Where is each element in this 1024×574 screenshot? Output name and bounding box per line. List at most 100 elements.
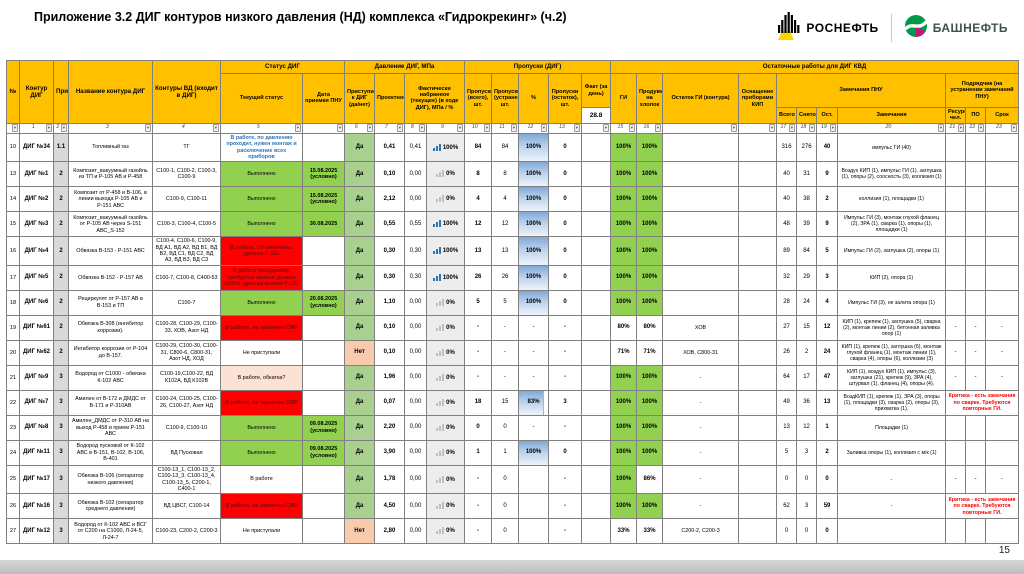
filter-dropdown-icon[interactable]: ▾	[977, 124, 985, 133]
cell-priority: 2	[53, 186, 69, 213]
cell-leaks-fixed: 26	[491, 264, 520, 291]
cell-leaks-left: 0	[548, 211, 583, 238]
table-row: 18 ДИГ №6 2 Рециркулят от Р-157 АВ в В-153 …	[6, 289, 1020, 316]
filter-dropdown-icon[interactable]: ▾	[294, 124, 301, 133]
cell-row-number: 14	[6, 186, 20, 213]
col-group-residual-works: Остаточные работы для ДИГ КВД	[610, 60, 1020, 74]
filter-column-number: 8	[410, 124, 414, 131]
cell-status: Выполнено	[220, 439, 303, 466]
cell-notes-left: 13	[816, 389, 839, 416]
filter-cell: 3 ▾	[68, 122, 153, 134]
cell-name: Амилен от В-172 и ДМДС от В-171 и Р-310А…	[68, 389, 153, 416]
cell-started: Да	[344, 414, 375, 441]
filter-dropdown-icon[interactable]: ▾	[396, 124, 403, 133]
filter-dropdown-icon[interactable]: ▾	[573, 124, 581, 133]
cell-leaks-total: 13	[464, 236, 493, 266]
cell-vd-konturs: С100-7, С100-8, С400-53	[152, 264, 221, 291]
cell-leaks-percent: -	[518, 414, 550, 441]
filter-dropdown-icon[interactable]: ▾	[45, 124, 52, 133]
filter-dropdown-icon[interactable]: ▾	[60, 124, 67, 133]
filter-dropdown-icon[interactable]: ▾	[11, 124, 18, 133]
cell-fact-day	[581, 211, 612, 238]
cell-notes-total: 40	[776, 161, 798, 188]
filter-cell: ▾	[581, 122, 612, 134]
cell-leaks-fixed: 5	[491, 289, 520, 316]
filter-dropdown-icon[interactable]: ▾	[366, 124, 373, 133]
filter-dropdown-icon[interactable]: ▾	[483, 124, 491, 133]
filter-dropdown-icon[interactable]: ▾	[540, 124, 548, 133]
filter-cell: 6 ▾	[344, 122, 375, 134]
cell-gi-left	[662, 264, 740, 291]
cell-purge: 100%	[636, 161, 664, 188]
col-header-purge: Продувка на хлопок	[636, 73, 664, 124]
filter-dropdown-icon[interactable]: ▾	[510, 124, 518, 133]
cell-notes: коллизия (1), площадки (1)	[837, 186, 947, 213]
cell-notes-total: 0	[776, 464, 798, 495]
filter-column-number: 9	[440, 124, 444, 131]
filter-dropdown-icon[interactable]: ▾	[808, 124, 816, 133]
cell-pnu-date: 09.08.2025 (условно)	[302, 439, 345, 466]
cell-vd-konturs: С100-4, С100-6, С100-9, ВД А1, ВД А2, ВД…	[152, 236, 221, 266]
progress-bars-icon	[432, 247, 441, 255]
cell-leaks-fixed: 84	[491, 132, 520, 163]
cell-contractor-po	[965, 289, 987, 316]
cell-pnu-date	[302, 518, 345, 545]
cell-leaks-total: 0	[464, 414, 493, 441]
filter-cell: 13 ▾	[548, 122, 583, 134]
cell-kontur: ДИГ №12	[19, 518, 54, 545]
filter-dropdown-icon[interactable]: ▾	[730, 124, 738, 133]
slide-title: Приложение 3.2 ДИГ контуров низкого давл…	[34, 10, 567, 24]
cell-purge: 100%	[636, 493, 664, 520]
filter-dropdown-icon[interactable]: ▾	[602, 124, 610, 133]
cell-priority: 3	[53, 389, 69, 416]
filter-dropdown-icon[interactable]: ▾	[957, 124, 965, 133]
cell-notes-left: 59	[816, 493, 839, 520]
cell-notes-total: 26	[776, 339, 798, 366]
cell-leaks-total: 18	[464, 389, 493, 416]
cell-kontur: ДИГ №8	[19, 414, 54, 441]
filter-dropdown-icon[interactable]: ▾	[937, 124, 945, 133]
cell-leaks-total: 12	[464, 211, 493, 238]
cell-fact-day	[581, 186, 612, 213]
filter-dropdown-icon[interactable]: ▾	[788, 124, 796, 133]
cell-pnu-date: 15.08.2025 (условно)	[302, 161, 345, 188]
cell-contractor-po: -	[965, 339, 987, 366]
filter-dropdown-icon[interactable]: ▾	[829, 124, 837, 133]
filter-dropdown-icon[interactable]: ▾	[628, 124, 636, 133]
cell-notes-left: 9	[816, 211, 839, 238]
cell-kip	[738, 289, 778, 316]
filter-cell: 16 ▾	[636, 122, 664, 134]
cell-started: Нет	[344, 518, 375, 545]
cell-name: Композит_вакуумный газойль от Р-105 АВ ч…	[68, 211, 153, 238]
filter-cell: 12 ▾	[518, 122, 550, 134]
filter-dropdown-icon[interactable]: ▾	[1010, 124, 1018, 133]
filter-dropdown-icon[interactable]: ▾	[418, 124, 425, 133]
col-header-current-status: Текущий статус	[220, 73, 303, 124]
col-header-fact-day: Факт (за день)	[581, 73, 612, 108]
filter-dropdown-icon[interactable]: ▾	[654, 124, 662, 133]
filter-dropdown-icon[interactable]: ▾	[456, 124, 464, 133]
filter-dropdown-icon[interactable]: ▾	[144, 124, 151, 133]
cell-priority: 3	[53, 464, 69, 495]
col-header-actual: Фактически набранное (текущее) (в ходе Д…	[403, 73, 466, 124]
filter-dropdown-icon[interactable]: ▾	[212, 124, 219, 133]
table-row: 19 ДИГ №61 2 Обвязка В-308 (ингибитор корро…	[6, 314, 1020, 341]
cell-row-number: 23	[6, 414, 20, 441]
progress-bars-icon	[436, 298, 445, 306]
filter-dropdown-icon[interactable]: ▾	[768, 124, 776, 133]
cell-notes-removed: 29	[796, 264, 818, 291]
cell-vd-konturs: С100-23, С200-2, С200-3	[152, 518, 221, 545]
cell-notes: КИП (1), воздух КИП (1), импульс (3), за…	[837, 364, 947, 391]
cell-design-pressure: 2,20	[374, 414, 405, 441]
cell-actual-percent: 0%	[425, 414, 466, 441]
cell-contractor-resource	[945, 414, 967, 441]
cell-pnu-date	[302, 389, 345, 416]
filter-dropdown-icon[interactable]: ▾	[336, 124, 343, 133]
cell-kip	[738, 211, 778, 238]
cell-actual-pressure: 0,00	[404, 493, 427, 520]
cell-design-pressure: 2,80	[374, 518, 405, 545]
cell-kip	[738, 364, 778, 391]
progress-bars-icon	[436, 195, 445, 203]
cell-kip	[738, 339, 778, 366]
cell-purge: 100%	[636, 439, 664, 466]
